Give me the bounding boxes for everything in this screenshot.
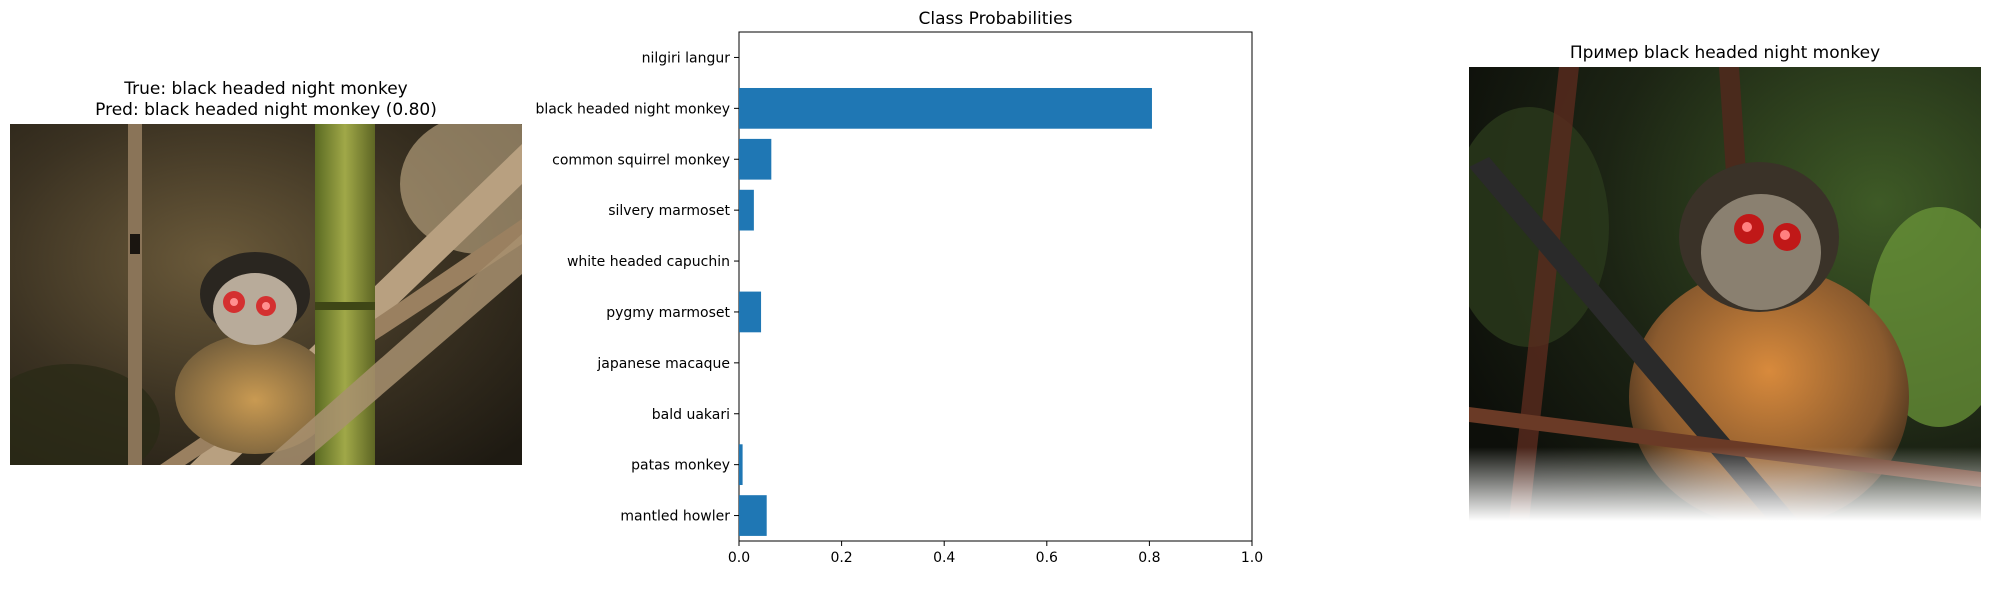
monkey-photo-right-image (1469, 67, 1981, 521)
x-tick-label: 0.6 (1036, 550, 1058, 566)
y-tick-label: nilgiri langur (642, 50, 731, 66)
bar-mantled-howler (739, 495, 767, 536)
bar-black-headed-night-monkey (739, 87, 1152, 129)
x-tick-label: 0.2 (830, 550, 852, 566)
y-tick-label: black headed night monkey (535, 101, 730, 117)
y-tick-label: white headed capuchin (567, 254, 730, 270)
y-tick-label: japanese macaque (596, 356, 730, 372)
y-tick-label: common squirrel monkey (552, 152, 730, 168)
left-panel-title: True: black headed night monkey Pred: bl… (10, 79, 522, 121)
right-panel-title: Пример black headed night monkey (1569, 43, 1881, 63)
monkey-photo-right (1469, 67, 1981, 521)
bars-group (739, 87, 1152, 536)
bar-silvery-marmoset (739, 189, 754, 231)
x-tick-label: 0.0 (728, 550, 750, 566)
bar-pygmy-marmoset (739, 291, 762, 333)
y-tick-labels: nilgiri langur black headed night monkey c… (535, 50, 739, 525)
monkey-photo-left-image (10, 124, 522, 465)
x-tick-label: 0.8 (1138, 550, 1160, 566)
monkey-photo-left (10, 124, 522, 465)
y-tick-label: patas monkey (631, 458, 730, 474)
bar-common-squirrel-monkey (739, 138, 772, 180)
x-tick-label: 1.0 (1241, 550, 1263, 566)
y-tick-label: pygmy marmoset (606, 305, 730, 321)
plot-area-frame (738, 31, 1253, 542)
chart-title: Class Probabilities (919, 9, 1073, 29)
y-tick-label: mantled howler (620, 509, 730, 525)
y-tick-label: silvery marmoset (608, 203, 730, 219)
y-tick-label: bald uakari (652, 407, 730, 423)
bar-patas-monkey (739, 444, 743, 486)
x-ticks: 0.0 0.2 0.4 0.6 0.8 1.0 (728, 541, 1263, 566)
pred-label: Pred: black headed night monkey (0.80) (95, 100, 437, 120)
true-label: True: black headed night monkey (124, 79, 408, 99)
x-tick-label: 0.4 (933, 550, 955, 566)
